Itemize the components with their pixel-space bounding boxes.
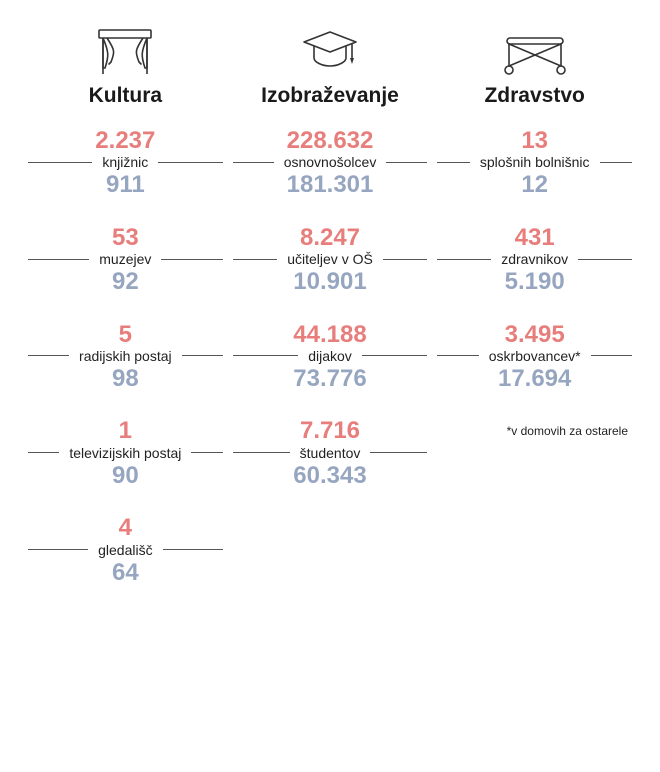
value-top: 7.716 — [300, 418, 360, 444]
stat-block: 228.632 osnovnošolcev 181.301 — [233, 128, 428, 199]
value-top: 8.247 — [300, 225, 360, 251]
stat-label: zdravnikov — [491, 252, 578, 266]
stats-list: 2.237 knjižnic 911 53 muzejev 92 5 radij… — [28, 128, 223, 586]
stats-list: 228.632 osnovnošolcev 181.301 8.247 učit… — [233, 128, 428, 489]
infographic: Kultura 2.237 knjižnic 911 53 muzejev 92… — [0, 0, 660, 598]
label-row: dijakov — [233, 349, 428, 363]
stat-label: študentov — [290, 446, 371, 460]
column-title: Zdravstvo — [484, 84, 584, 108]
value-top: 44.188 — [293, 322, 366, 348]
value-bottom: 181.301 — [287, 172, 374, 198]
stat-block: 1 televizijskih postaj 90 — [28, 418, 223, 489]
stat-block: 7.716 študentov 60.343 — [233, 418, 428, 489]
stat-block: 53 muzejev 92 — [28, 225, 223, 296]
value-top: 2.237 — [95, 128, 155, 154]
stat-label: oskrbovancev* — [479, 349, 591, 363]
value-bottom: 98 — [112, 366, 139, 392]
label-row: knjižnic — [28, 155, 223, 169]
stat-block: 2.237 knjižnic 911 — [28, 128, 223, 199]
stat-label: učiteljev v OŠ — [277, 252, 383, 266]
value-bottom: 17.694 — [498, 366, 571, 392]
column-title: Izobraževanje — [261, 84, 399, 108]
value-top: 431 — [515, 225, 555, 251]
stat-label: televizijskih postaj — [59, 446, 191, 460]
stat-block: 431 zdravnikov 5.190 — [437, 225, 632, 296]
stat-label: muzejev — [89, 252, 161, 266]
stat-label: radijskih postaj — [69, 349, 182, 363]
hospital-stretcher-icon — [503, 20, 567, 76]
stat-block: 4 gledališč 64 — [28, 515, 223, 586]
value-top: 4 — [119, 515, 132, 541]
column-title: Kultura — [89, 84, 163, 108]
value-top: 3.495 — [505, 322, 565, 348]
value-bottom: 10.901 — [293, 269, 366, 295]
stat-label: dijakov — [298, 349, 362, 363]
stat-label: osnovnošolcev — [274, 155, 387, 169]
stat-label: splošnih bolnišnic — [470, 155, 600, 169]
value-bottom: 911 — [106, 172, 145, 198]
stat-label: gledališč — [88, 543, 162, 557]
value-bottom: 60.343 — [293, 463, 366, 489]
label-row: radijskih postaj — [28, 349, 223, 363]
value-bottom: 90 — [112, 463, 139, 489]
label-row: televizijskih postaj — [28, 446, 223, 460]
stat-block: 13 splošnih bolnišnic 12 — [437, 128, 632, 199]
stats-list: 13 splošnih bolnišnic 12 431 zdravnikov … — [437, 128, 632, 438]
label-row: osnovnošolcev — [233, 155, 428, 169]
value-bottom: 64 — [112, 560, 139, 586]
column-zdravstvo: Zdravstvo 13 splošnih bolnišnic 12 431 z… — [437, 20, 632, 586]
value-bottom: 12 — [521, 172, 548, 198]
label-row: zdravnikov — [437, 252, 632, 266]
value-top: 1 — [119, 418, 132, 444]
theatre-curtain-icon — [97, 20, 153, 76]
value-top: 13 — [521, 128, 548, 154]
label-row: muzejev — [28, 252, 223, 266]
stat-block: 8.247 učiteljev v OŠ 10.901 — [233, 225, 428, 296]
column-kultura: Kultura 2.237 knjižnic 911 53 muzejev 92… — [28, 20, 223, 586]
stat-label: knjižnic — [92, 155, 158, 169]
value-top: 228.632 — [287, 128, 374, 154]
stat-block: 44.188 dijakov 73.776 — [233, 322, 428, 393]
value-bottom: 73.776 — [293, 366, 366, 392]
stat-block: 3.495 oskrbovancev* 17.694 — [437, 322, 632, 393]
footnote: *v domovih za ostarele — [437, 424, 632, 438]
value-top: 53 — [112, 225, 139, 251]
value-bottom: 92 — [112, 269, 139, 295]
label-row: učiteljev v OŠ — [233, 252, 428, 266]
column-izobrazevanje: Izobraževanje 228.632 osnovnošolcev 181.… — [233, 20, 428, 586]
label-row: študentov — [233, 446, 428, 460]
label-row: gledališč — [28, 543, 223, 557]
label-row: splošnih bolnišnic — [437, 155, 632, 169]
stat-block: 5 radijskih postaj 98 — [28, 322, 223, 393]
value-bottom: 5.190 — [505, 269, 565, 295]
graduation-cap-icon — [300, 20, 360, 76]
label-row: oskrbovancev* — [437, 349, 632, 363]
value-top: 5 — [119, 322, 132, 348]
